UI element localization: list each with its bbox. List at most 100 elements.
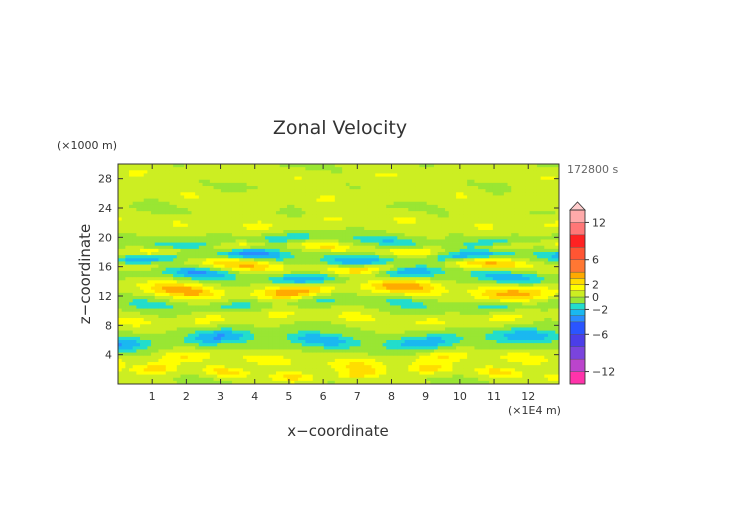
field-cell [151, 286, 156, 291]
field-cell [187, 343, 192, 347]
field-cell [147, 355, 152, 360]
field-cell [169, 217, 174, 221]
field-cell [305, 164, 310, 168]
field-cell [209, 195, 214, 199]
field-cell [276, 233, 281, 237]
field-cell [242, 164, 248, 168]
field-cell [132, 286, 137, 291]
field-cell [125, 283, 130, 287]
field-cell [261, 242, 266, 247]
field-cell [132, 308, 137, 313]
field-cell [125, 211, 130, 215]
field-cell [253, 299, 259, 303]
field-cell [169, 167, 174, 171]
field-cell [364, 318, 369, 322]
field-cell [287, 374, 292, 379]
field-cell [253, 242, 259, 247]
field-cell [331, 179, 336, 184]
field-cell [316, 220, 321, 225]
field-cell [356, 324, 361, 328]
field-cell [367, 270, 372, 275]
field-cell [176, 324, 181, 328]
field-cell [191, 349, 196, 353]
field-cell [118, 261, 123, 265]
field-cell [129, 195, 134, 199]
field-cell [305, 340, 310, 344]
field-cell [239, 230, 244, 234]
field-cell [342, 324, 347, 328]
field-cell [371, 355, 376, 360]
field-cell [334, 217, 339, 221]
field-cell [209, 362, 214, 366]
field-cell [257, 362, 262, 366]
field-cell [367, 305, 372, 309]
field-cell [294, 299, 299, 303]
field-cell [140, 374, 145, 379]
field-cell [261, 204, 266, 209]
field-cell [298, 358, 303, 363]
field-cell [320, 220, 325, 225]
field-cell [250, 264, 255, 269]
field-cell [198, 305, 203, 309]
field-cell [356, 333, 361, 338]
field-cell [140, 236, 145, 240]
field-cell [323, 327, 328, 331]
field-cell [231, 167, 237, 171]
field-cell [338, 204, 343, 209]
field-cell [338, 264, 343, 269]
field-cell [294, 270, 299, 275]
field-cell [287, 252, 292, 256]
field-cell [125, 380, 130, 385]
field-cell [378, 236, 384, 240]
field-cell [316, 217, 321, 221]
field-cell [129, 299, 134, 303]
field-cell [129, 289, 134, 294]
field-cell [118, 340, 123, 344]
field-cell [198, 236, 203, 240]
field-cell [290, 264, 295, 269]
field-cell [187, 261, 192, 265]
field-cell [209, 252, 214, 256]
field-cell [287, 327, 292, 331]
field-cell [242, 318, 248, 322]
field-cell [253, 208, 259, 212]
field-cell [279, 318, 284, 322]
field-cell [276, 223, 281, 228]
field-cell [169, 365, 174, 369]
field-cell [217, 374, 222, 379]
field-cell [360, 264, 365, 269]
field-cell [217, 380, 222, 385]
field-cell [162, 274, 167, 278]
field-cell [364, 277, 369, 281]
field-cell [220, 346, 225, 350]
field-cell [239, 308, 244, 313]
field-cell [184, 176, 189, 181]
field-cell [209, 214, 214, 218]
field-cell [173, 296, 178, 300]
field-cell [356, 352, 361, 357]
field-cell [198, 371, 203, 375]
field-cell [169, 264, 174, 269]
field-cell [290, 214, 295, 218]
field-cell [239, 258, 244, 262]
field-cell [272, 321, 277, 325]
field-cell [140, 355, 145, 360]
field-cell [154, 245, 159, 250]
field-cell [257, 274, 262, 278]
field-cell [173, 333, 178, 338]
field-cell [198, 252, 203, 256]
field-cell [140, 321, 145, 325]
field-cell [312, 204, 317, 209]
field-cell [129, 296, 134, 300]
field-cell [342, 346, 347, 350]
field-cell [276, 176, 281, 181]
field-cell [283, 239, 288, 243]
field-cell [305, 182, 310, 187]
field-cell [184, 182, 189, 187]
field-cell [187, 314, 192, 319]
field-cell [353, 239, 358, 243]
field-cell [367, 355, 372, 360]
field-cell [198, 296, 203, 300]
field-cell [228, 283, 233, 287]
field-cell [209, 318, 214, 322]
